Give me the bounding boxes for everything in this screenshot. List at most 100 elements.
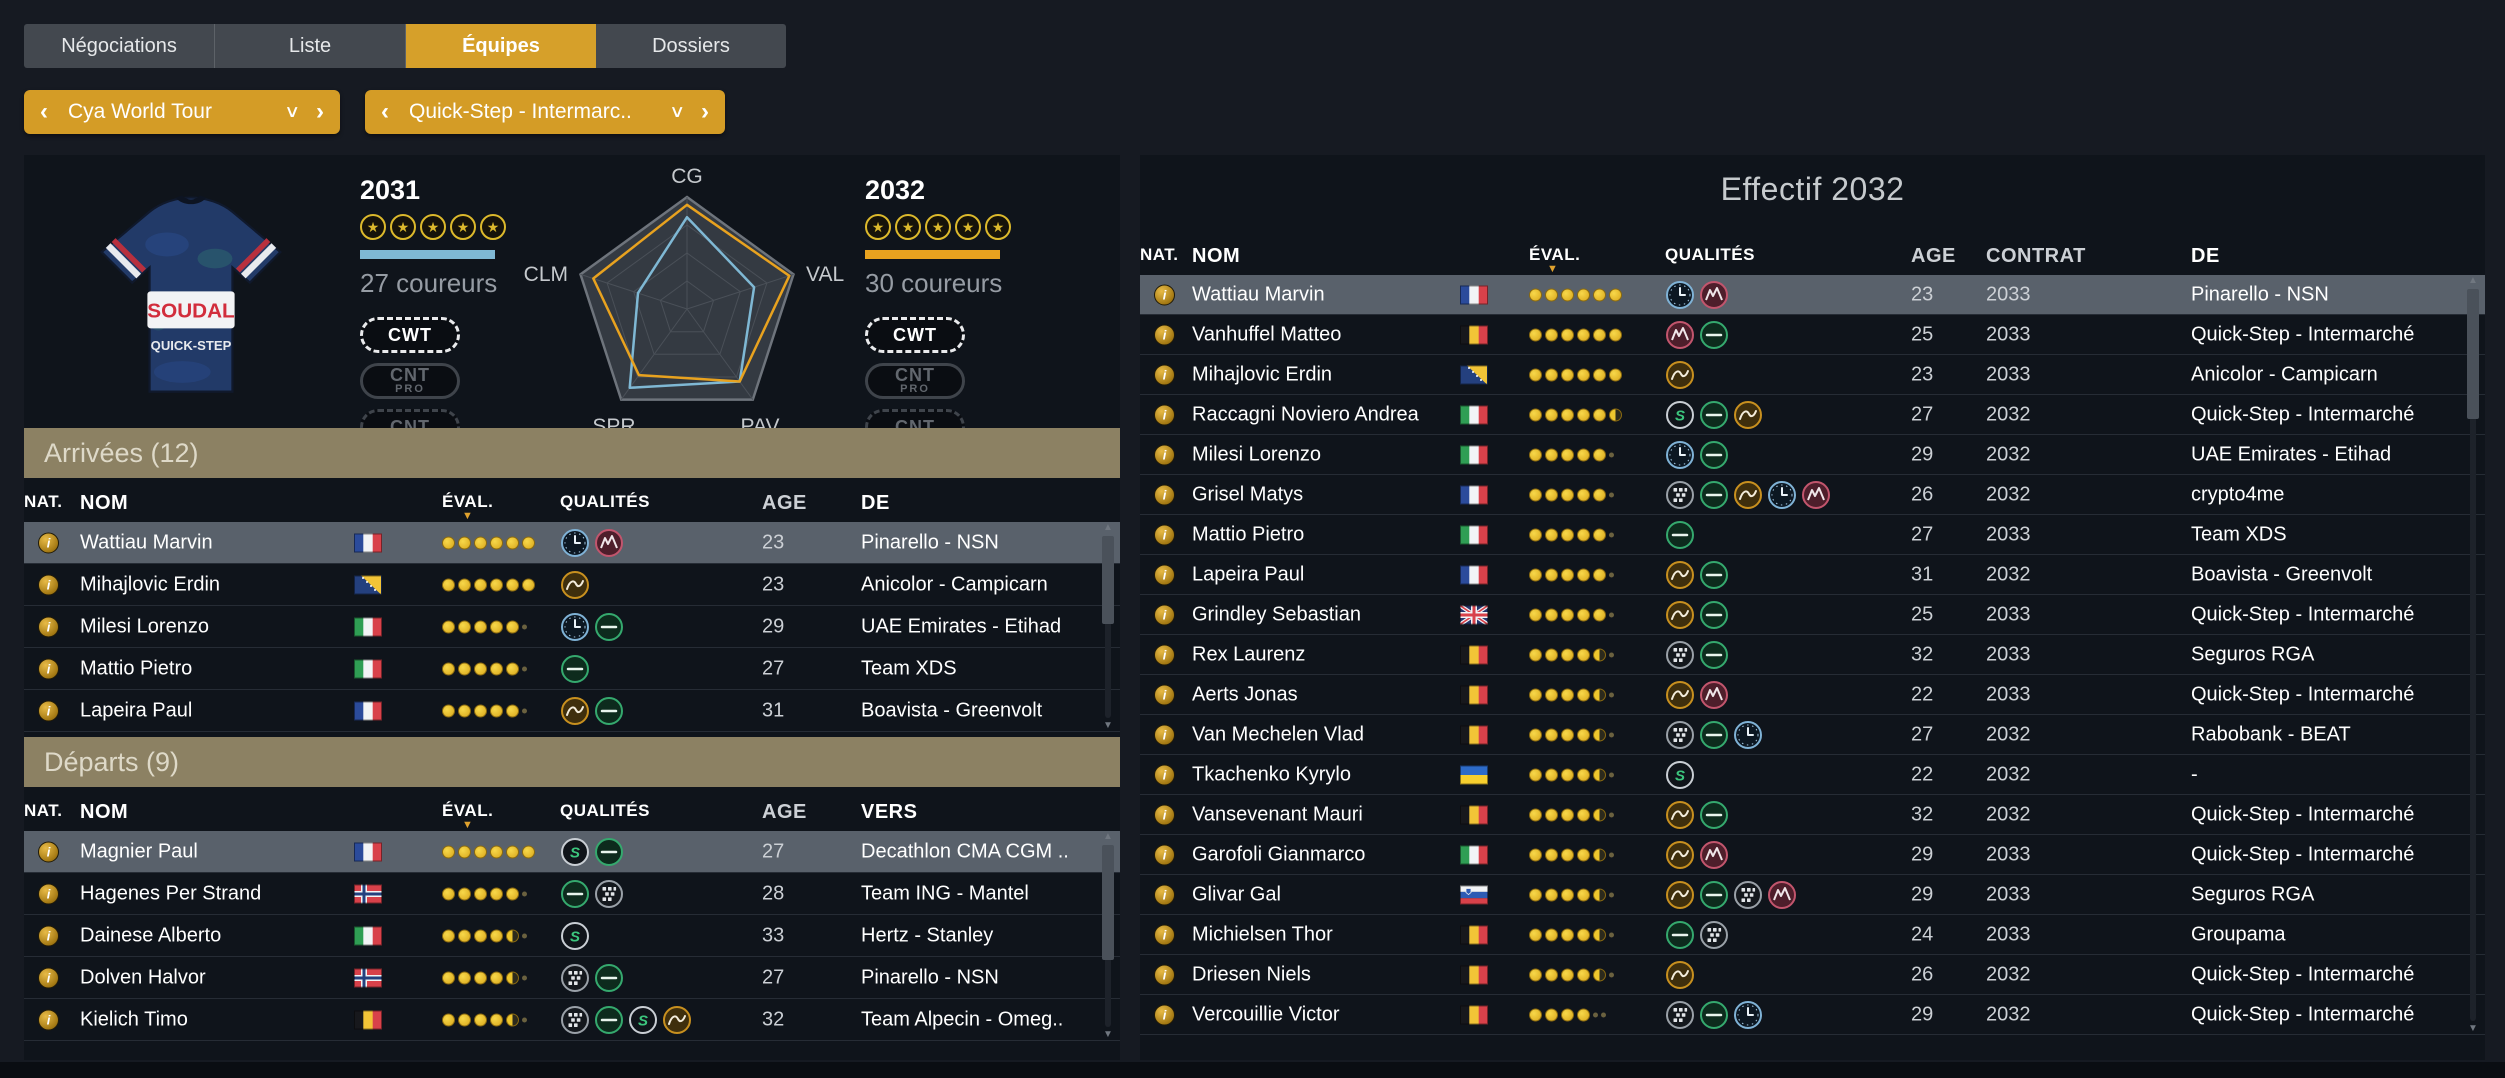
table-row[interactable]: i Raccagni Noviero Andrea S 27 2032 Quick-Ste… [1140,395,2485,435]
column-header-age[interactable]: AGE [762,801,807,823]
table-row[interactable]: i Vanhuffel Matteo 25 2033 Quick-Step - Inte… [1140,315,2485,355]
info-icon[interactable]: i [1154,764,1175,785]
table-row[interactable]: i Milesi Lorenzo 29 2032 UAE Emirates - Etih… [1140,435,2485,475]
info-icon[interactable]: i [1154,604,1175,625]
column-header-name[interactable]: NOM [80,801,129,823]
scrollbar-thumb[interactable] [1102,845,1114,960]
info-icon[interactable]: i [1154,804,1175,825]
table-row[interactable]: i Wattiau Marvin 23 2033 Pinarello - NSN [1140,275,2485,315]
info-icon[interactable]: i [1154,364,1175,385]
next-team-icon[interactable]: › [701,98,709,125]
column-header-qual[interactable]: QUALITÉS [560,492,650,511]
scrollbar-thumb[interactable] [1102,536,1114,624]
table-row[interactable]: i Aerts Jonas 22 2033 Quick-Step - Intermarc… [1140,675,2485,715]
table-row[interactable]: i Mattio Pietro 27 2033 Team XDS [1140,515,2485,555]
tab-liste[interactable]: Liste [215,24,406,68]
table-row[interactable]: i Milesi Lorenzo 29 UAE Emirates - Etihad [24,606,1120,648]
tab-négociations[interactable]: Négociations [24,24,215,68]
scroll-down-icon[interactable]: ▼ [2468,1023,2478,1034]
info-icon[interactable]: i [38,532,59,553]
table-row[interactable]: i Rex Laurenz 32 2033 Seguros RGA [1140,635,2485,675]
table-row[interactable]: i Lapeira Paul 31 2032 Boavista - Greenvolt [1140,555,2485,595]
column-header-eval[interactable]: ÉVAL. [1529,245,1581,264]
info-icon[interactable]: i [38,1009,59,1030]
info-icon[interactable]: i [38,883,59,904]
chevron-down-icon[interactable]: ∨ [668,102,685,121]
scroll-up-icon[interactable]: ▲ [1103,831,1113,842]
column-header-name[interactable]: NOM [80,492,129,514]
info-icon[interactable]: i [1154,524,1175,545]
info-icon[interactable]: i [1154,1004,1175,1025]
scrollbar-track[interactable] [1102,845,1114,1027]
column-header-team[interactable]: DE [861,492,890,514]
tab-dossiers[interactable]: Dossiers [596,24,786,68]
table-row[interactable]: i Mattio Pietro 27 Team XDS [24,648,1120,690]
info-icon[interactable]: i [1154,284,1175,305]
table-row[interactable]: i Wattiau Marvin 23 Pinarello - NSN [24,522,1120,564]
table-row[interactable]: i Driesen Niels 26 2032 Quick-Step - Interma… [1140,955,2485,995]
info-icon[interactable]: i [1154,924,1175,945]
info-icon[interactable]: i [38,967,59,988]
info-icon[interactable]: i [1154,484,1175,505]
table-row[interactable]: i Hagenes Per Strand 28 Team ING - Mantel [24,873,1120,915]
column-header-age[interactable]: AGE [1911,245,1956,267]
info-icon[interactable]: i [1154,684,1175,705]
table-row[interactable]: i Vansevenant Mauri 32 2032 Quick-Step - Int… [1140,795,2485,835]
info-icon[interactable]: i [1154,444,1175,465]
next-division-icon[interactable]: › [316,98,324,125]
table-row[interactable]: i Michielsen Thor 24 2033 Groupama [1140,915,2485,955]
column-header-nat[interactable]: NAT. [1140,245,1179,264]
column-header-eval[interactable]: ÉVAL. [442,801,494,820]
column-header-eval[interactable]: ÉVAL. [442,492,494,511]
scrollbar[interactable]: ▲ ▼ [1102,831,1114,1041]
column-header-team[interactable]: VERS [861,801,918,823]
table-row[interactable]: i Grindley Sebastian 25 2033 Quick-Step - In… [1140,595,2485,635]
info-icon[interactable]: i [1154,644,1175,665]
info-icon[interactable]: i [1154,564,1175,585]
info-icon[interactable]: i [38,616,59,637]
table-row[interactable]: i Lapeira Paul 31 Boavista - Greenvolt [24,690,1120,732]
info-icon[interactable]: i [1154,964,1175,985]
team-selector[interactable]: ‹ Quick-Step - Intermarc.. ∨ › [365,90,725,134]
scroll-down-icon[interactable]: ▼ [1103,720,1113,731]
info-icon[interactable]: i [38,700,59,721]
table-row[interactable]: i Garofoli Gianmarco 29 2033 Quick-Step - In… [1140,835,2485,875]
scrollbar-thumb[interactable] [2467,289,2479,419]
scroll-down-icon[interactable]: ▼ [1103,1029,1113,1040]
scroll-up-icon[interactable]: ▲ [1103,522,1113,533]
table-row[interactable]: i Glivar Gal 29 2033 Seguros RGA [1140,875,2485,915]
info-icon[interactable]: i [38,574,59,595]
info-icon[interactable]: i [1154,884,1175,905]
table-row[interactable]: i Mihajlovic Erdin 23 Anicolor - Campicarn [24,564,1120,606]
column-header-nat[interactable]: NAT. [24,492,63,511]
scrollbar-track[interactable] [2467,289,2479,1021]
column-header-nat[interactable]: NAT. [24,801,63,820]
tab-équipes[interactable]: Équipes [406,24,596,68]
table-row[interactable]: i Dainese Alberto S 33 Hertz - Stanley [24,915,1120,957]
info-icon[interactable]: i [38,841,59,862]
scroll-up-icon[interactable]: ▲ [2468,275,2478,286]
column-header-team[interactable]: DE [2191,245,2220,267]
table-row[interactable]: i Vercouillie Victor 29 2032 Quick-Step - In… [1140,995,2485,1035]
prev-division-icon[interactable]: ‹ [40,98,48,125]
prev-team-icon[interactable]: ‹ [381,98,389,125]
info-icon[interactable]: i [38,925,59,946]
scrollbar-track[interactable] [1102,536,1114,718]
column-header-qual[interactable]: QUALITÉS [1665,245,1755,264]
info-icon[interactable]: i [1154,844,1175,865]
table-row[interactable]: i Van Mechelen Vlad 27 2032 Rabobank - BEAT [1140,715,2485,755]
scrollbar[interactable]: ▲ ▼ [1102,522,1114,732]
table-row[interactable]: i Tkachenko Kyrylo S 22 2032 - [1140,755,2485,795]
table-row[interactable]: i Mihajlovic Erdin 23 2033 Anicolor - Campic… [1140,355,2485,395]
table-row[interactable]: i Kielich Timo S 32 Team Alpecin - Omeg.. [24,999,1120,1041]
info-icon[interactable]: i [1154,724,1175,745]
column-header-qual[interactable]: QUALITÉS [560,801,650,820]
chevron-down-icon[interactable]: ∨ [283,102,300,121]
table-row[interactable]: i Dolven Halvor 27 Pinarello - NSN [24,957,1120,999]
info-icon[interactable]: i [1154,404,1175,425]
column-header-name[interactable]: NOM [1192,245,1241,267]
scrollbar[interactable]: ▲ ▼ [2467,275,2479,1035]
table-row[interactable]: i Magnier Paul S 27 Decathlon CMA CGM .. [24,831,1120,873]
division-selector[interactable]: ‹ Cya World Tour ∨ › [24,90,340,134]
info-icon[interactable]: i [38,658,59,679]
